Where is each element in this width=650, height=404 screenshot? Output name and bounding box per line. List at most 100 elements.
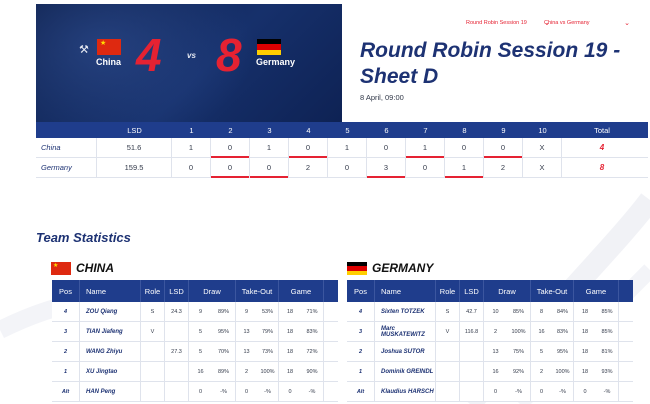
player-role bbox=[436, 342, 460, 361]
player-draw-value: 10 bbox=[492, 308, 499, 315]
player-lsd: 42.7 bbox=[460, 302, 484, 321]
chevron-down-icon: ⌄ bbox=[544, 20, 550, 27]
player-draw-value: 89% bbox=[217, 368, 229, 375]
player-name: WANG Zhiyu bbox=[80, 342, 141, 361]
end-score: 1 bbox=[250, 138, 289, 157]
vs-label: vs bbox=[187, 51, 196, 60]
player-name: XU Jingtao bbox=[80, 362, 141, 381]
player-draw-value: 85% bbox=[512, 308, 524, 315]
player-name: Marc MUSKATEWITZ bbox=[375, 322, 436, 341]
player-position: 2 bbox=[52, 342, 80, 361]
end-score: 1 bbox=[445, 158, 484, 178]
germany-stats-table: Pos Name Role LSD Draw Take-Out Game 4 Sixten TO… bbox=[347, 280, 633, 402]
player-lsd bbox=[165, 362, 189, 381]
scoreboard-banner: ⚒ ★ China 4 vs 8 Germany bbox=[36, 4, 342, 122]
session-select-value: Round Robin Session 19 bbox=[466, 20, 527, 26]
player-game-value: 90% bbox=[306, 368, 318, 375]
player-draw-value: 0 bbox=[493, 388, 498, 395]
germany-flag-icon bbox=[257, 39, 281, 55]
player-game: 18 85% bbox=[574, 302, 619, 321]
player-lsd bbox=[165, 382, 189, 401]
player-draw-value: 0 bbox=[198, 388, 203, 395]
player-lsd bbox=[460, 362, 484, 381]
header-end-4: 4 bbox=[306, 125, 311, 135]
player-game-value: 72% bbox=[306, 348, 318, 355]
game-date: 8 April, 09:00 bbox=[360, 93, 404, 102]
player-draw-value: 100% bbox=[511, 328, 526, 335]
germany-flag-icon bbox=[347, 262, 367, 275]
header-name: Name bbox=[375, 280, 436, 302]
player-takeout-value: 83% bbox=[556, 328, 568, 335]
player-role: S bbox=[141, 302, 165, 321]
player-game-value: 85% bbox=[601, 328, 613, 335]
player-takeout: 9 53% bbox=[236, 302, 279, 321]
header-game: Game bbox=[279, 280, 324, 302]
player-draw: 16 89% bbox=[189, 362, 236, 381]
linescore-row-germany: Germany 159.5 0 0 0 2 0 3 0 1 2 X 8 bbox=[36, 158, 648, 178]
player-role bbox=[436, 382, 460, 401]
player-draw-value: -% bbox=[220, 388, 227, 395]
player-takeout-value: 2 bbox=[244, 368, 249, 375]
end-score: X bbox=[523, 138, 562, 157]
player-position: 2 bbox=[347, 342, 375, 361]
player-takeout-value: 53% bbox=[261, 308, 273, 315]
end-score: 0 bbox=[211, 158, 250, 178]
header-name: Name bbox=[80, 280, 141, 302]
end-score: 2 bbox=[484, 158, 523, 177]
player-row: Alt HAN Peng 0 -% 0 -% 0 -% bbox=[52, 382, 338, 402]
player-game-value: 18 bbox=[286, 368, 294, 375]
player-draw-value: 13 bbox=[492, 348, 499, 355]
player-role bbox=[141, 342, 165, 361]
header-game: Game bbox=[574, 280, 619, 302]
player-takeout: 2 100% bbox=[531, 362, 574, 381]
player-takeout: 8 84% bbox=[531, 302, 574, 321]
end-score: 1 bbox=[406, 138, 445, 158]
player-draw-value: -% bbox=[515, 388, 522, 395]
player-row: 1 Dominik GREINDL 16 92% 2 100% 18 93% bbox=[347, 362, 633, 382]
end-score: 0 bbox=[367, 138, 406, 157]
player-role: V bbox=[141, 322, 165, 341]
player-position: 1 bbox=[52, 362, 80, 381]
player-name: ZOU Qiang bbox=[80, 302, 141, 321]
player-row: 3 TIAN Jiafeng V 5 95% 13 79% 18 83% bbox=[52, 322, 338, 342]
player-draw-value: 5 bbox=[198, 348, 203, 355]
player-name: Joshua SUTOR bbox=[375, 342, 436, 361]
player-role bbox=[141, 382, 165, 401]
header-end-3: 3 bbox=[267, 125, 272, 135]
player-row: 2 Joshua SUTOR 13 75% 5 95% 18 81% bbox=[347, 342, 633, 362]
header-end-9: 9 bbox=[501, 125, 506, 135]
player-position: 1 bbox=[347, 362, 375, 381]
row-total: 4 bbox=[599, 143, 605, 152]
header-end-8: 8 bbox=[462, 125, 467, 135]
player-game: 18 81% bbox=[574, 342, 619, 361]
player-draw-value: 92% bbox=[512, 368, 524, 375]
player-game-value: 18 bbox=[286, 348, 294, 355]
page-title: Round Robin Session 19 - Sheet D bbox=[360, 39, 621, 88]
header-end-10: 10 bbox=[538, 125, 547, 135]
player-draw-value: 95% bbox=[217, 328, 229, 335]
player-draw: 13 75% bbox=[484, 342, 531, 361]
game-select[interactable]: China vs Germany ⌄ bbox=[544, 20, 630, 27]
linescore-row-china: China 51.6 1 0 1 0 1 0 1 0 0 X 4 bbox=[36, 138, 648, 158]
session-select[interactable]: Round Robin Session 19 ⌄ bbox=[466, 20, 550, 27]
player-draw-value: 16 bbox=[197, 368, 204, 375]
section-title: Team Statistics bbox=[36, 230, 131, 245]
header-takeout: Take-Out bbox=[236, 280, 279, 302]
player-draw-value: 5 bbox=[198, 328, 203, 335]
player-takeout-value: 8 bbox=[539, 308, 544, 315]
player-name: Dominik GREINDL bbox=[375, 362, 436, 381]
row-lsd: 51.6 bbox=[97, 138, 172, 157]
header-lsd: LSD bbox=[165, 280, 189, 302]
player-game-value: 0 bbox=[583, 388, 587, 395]
player-position: Alt bbox=[52, 382, 80, 401]
row-lsd: 159.5 bbox=[97, 158, 172, 177]
end-score: 0 bbox=[172, 158, 211, 177]
team-stats-name: CHINA bbox=[76, 261, 114, 275]
player-game-value: 0 bbox=[288, 388, 292, 395]
stats-header: Pos Name Role LSD Draw Take-Out Game bbox=[52, 280, 338, 302]
row-total: 8 bbox=[599, 163, 605, 172]
player-draw-value: 89% bbox=[217, 308, 229, 315]
header-end-5: 5 bbox=[345, 125, 350, 135]
team-b-name: Germany bbox=[256, 57, 296, 67]
